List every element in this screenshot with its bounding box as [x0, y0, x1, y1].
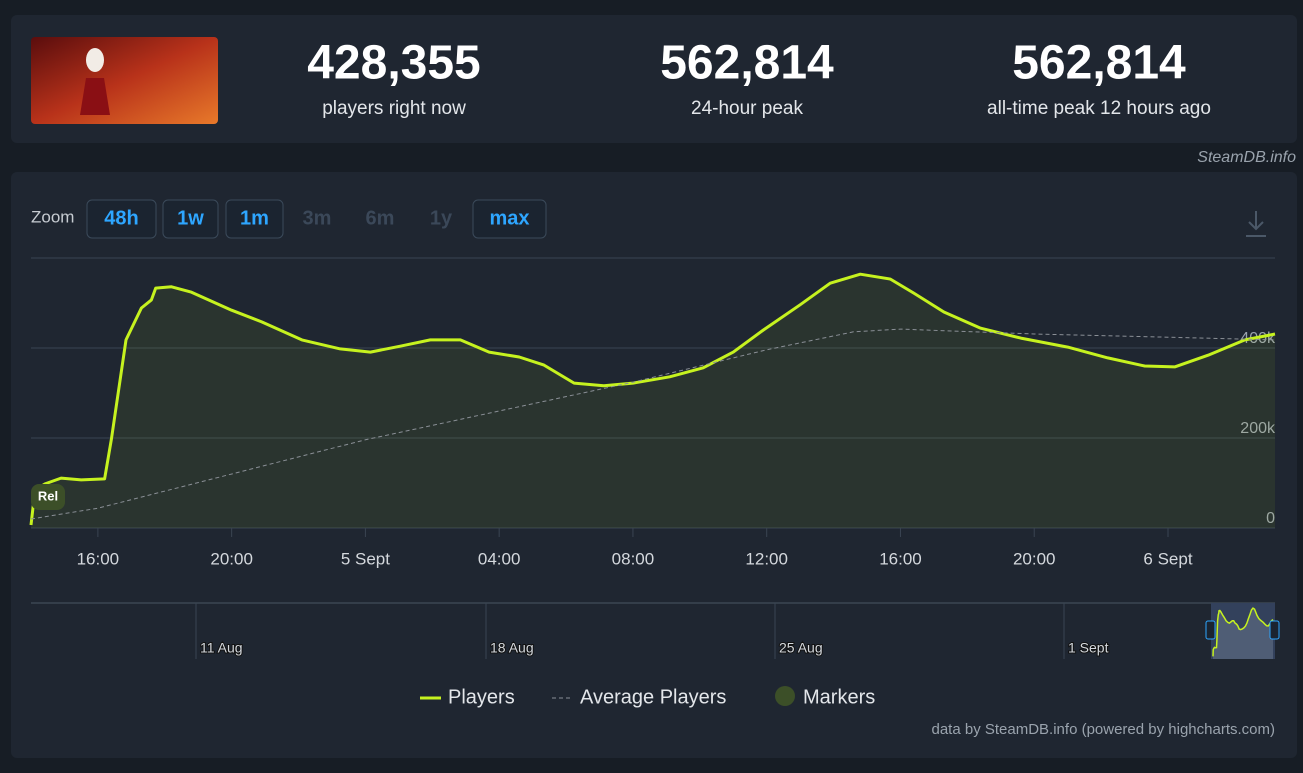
credits[interactable]: data by SteamDB.info (powered by highcha…: [932, 721, 1276, 738]
x-tick-label: 16:00: [879, 549, 922, 568]
zoom-button[interactable]: [86, 199, 157, 239]
stats-panel: [11, 15, 1297, 143]
zoom-button-label[interactable]: 1m: [240, 207, 269, 229]
navigator-line: [1212, 607, 1274, 657]
download-icon[interactable]: [1246, 211, 1266, 237]
download-glyph: [1246, 211, 1266, 237]
legend-label[interactable]: Players: [448, 686, 515, 708]
legend-label[interactable]: Markers: [803, 686, 875, 708]
marker[interactable]: [31, 484, 65, 510]
navigator-label: 1 Sept: [1068, 640, 1109, 656]
marker-label: Rel: [38, 488, 58, 503]
zoom-button[interactable]: [162, 199, 219, 239]
zoom-button-label: 3m: [303, 207, 332, 229]
players-line: [29, 272, 1276, 526]
zoom-button-label[interactable]: 1w: [177, 207, 204, 229]
players-area: [31, 274, 1275, 528]
stat-label: 24-hour peak: [691, 98, 803, 119]
game-image[interactable]: [31, 37, 218, 124]
stat-label: all-time peak 12 hours ago: [987, 98, 1211, 119]
navigator-handle[interactable]: [1269, 620, 1280, 640]
zoom-label: Zoom: [31, 207, 74, 226]
source-link[interactable]: SteamDB.info: [1197, 149, 1296, 166]
x-tick-label: 16:00: [77, 549, 120, 568]
zoom-button-label[interactable]: 48h: [104, 207, 138, 229]
zoom-button-label: 1y: [430, 207, 453, 229]
x-tick-label: 5 Sept: [341, 549, 390, 568]
navigator-area: [1213, 608, 1273, 659]
chart-panel: [11, 172, 1297, 758]
stat-value: 562,814: [1012, 37, 1186, 90]
x-tick-label: 20:00: [210, 549, 253, 568]
x-tick-label: 6 Sept: [1143, 549, 1192, 568]
x-tick-label: 08:00: [612, 549, 655, 568]
art-cloak: [80, 78, 110, 115]
navigator-label: 11 Aug: [200, 640, 243, 656]
x-tick-label: 20:00: [1013, 549, 1056, 568]
stat-value: 562,814: [660, 37, 834, 90]
y-tick-label: 200k: [1240, 420, 1276, 437]
x-tick-label: 04:00: [478, 549, 521, 568]
zoom-buttons: 48h 1w 1m 3m 6m 1y max: [86, 199, 547, 239]
zoom-button-label[interactable]: max: [489, 207, 529, 229]
legend: Players Average Players Markers: [420, 686, 875, 708]
navigator-label: 18 Aug: [490, 640, 534, 656]
stat-value: 428,355: [307, 37, 481, 90]
navigator: 11 Aug 18 Aug 25 Aug 1 Sept: [195, 603, 1280, 659]
art-figure: [86, 48, 104, 72]
stat-label: players right now: [322, 98, 466, 119]
zoom-button[interactable]: [225, 199, 284, 239]
y-tick-label: 0: [1266, 510, 1275, 527]
zoom-button[interactable]: [472, 199, 547, 239]
legend-swatch: [775, 686, 795, 706]
navigator-handle[interactable]: [1205, 620, 1216, 640]
zoom-button-label: 6m: [366, 207, 395, 229]
x-tick-label: 12:00: [745, 549, 788, 568]
legend-label[interactable]: Average Players: [580, 686, 726, 708]
average-line: [30, 328, 1276, 520]
navigator-label: 25 Aug: [779, 640, 823, 656]
